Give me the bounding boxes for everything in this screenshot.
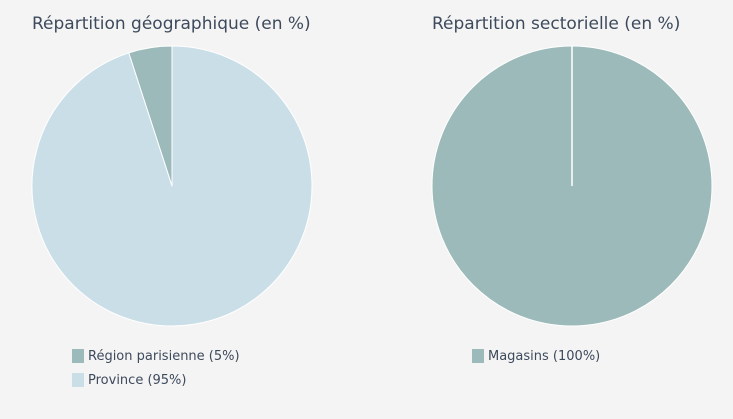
chart-geographic: Répartition géographique (en %) Région p… [0,0,366,419]
chart-sectoral: Répartition sectorielle (en %) Magasins … [400,0,733,419]
pie-chart [431,45,713,327]
legend-item-province[interactable]: Province (95%) [72,368,240,392]
pie-chart [31,45,313,327]
legend-swatch [72,373,84,387]
legend-item-region-parisienne[interactable]: Région parisienne (5%) [72,344,240,368]
legend: Magasins (100%) [472,344,600,368]
pie-slice-province[interactable] [31,45,313,327]
legend-swatch [472,349,484,363]
legend-swatch [72,349,84,363]
legend: Région parisienne (5%) Province (95%) [72,344,240,392]
legend-label: Région parisienne (5%) [88,348,240,364]
chart-title: Répartition géographique (en %) [32,14,311,34]
legend-label: Province (95%) [88,372,187,388]
legend-item-magasins[interactable]: Magasins (100%) [472,344,600,368]
legend-label: Magasins (100%) [488,348,601,364]
chart-title: Répartition sectorielle (en %) [432,14,681,34]
